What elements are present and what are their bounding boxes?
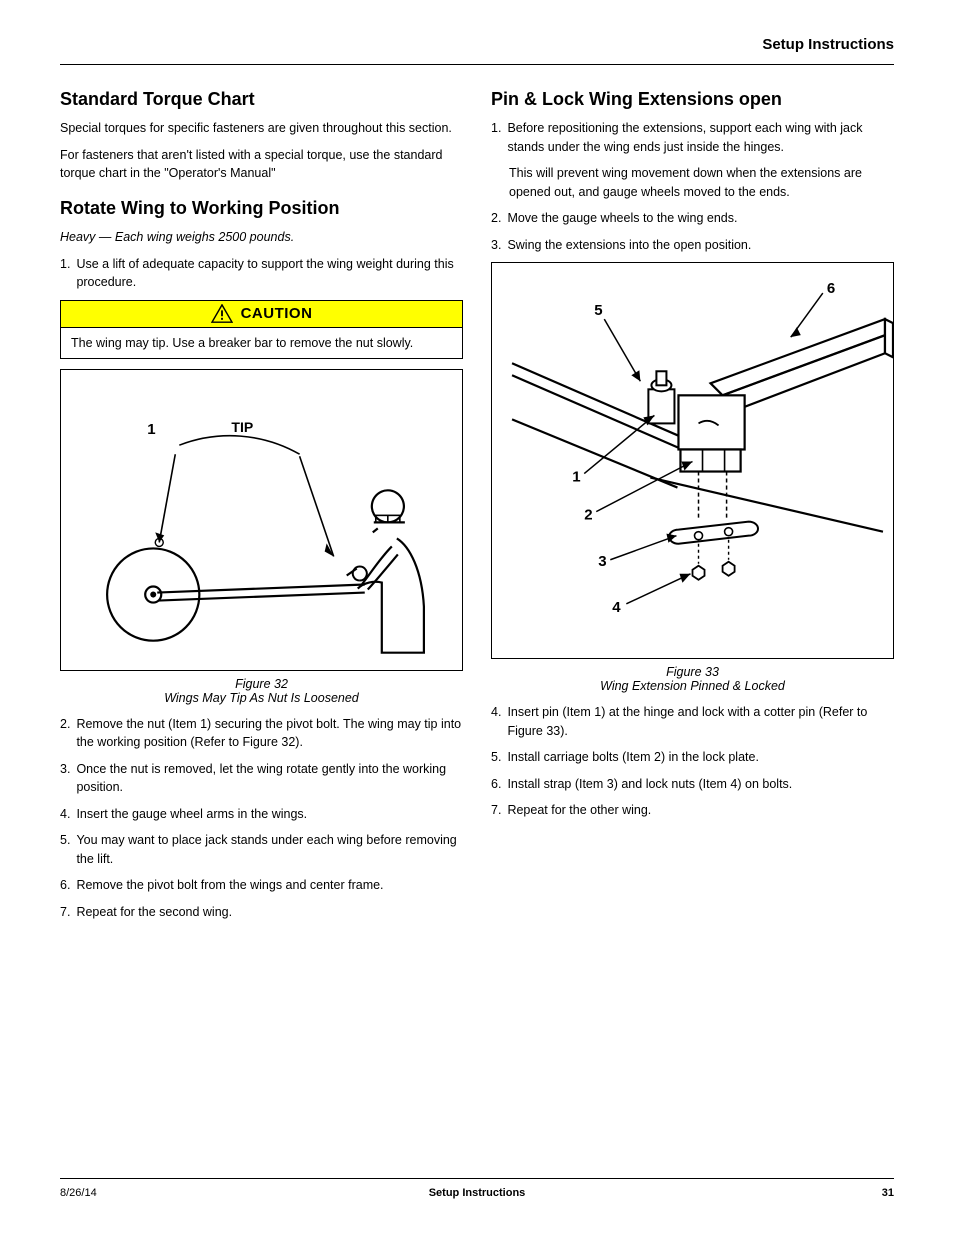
heavy-note: Heavy — Each wing weighs 2500 pounds.: [60, 228, 463, 247]
footer-rule: [60, 1178, 894, 1179]
right-step-3: 3. Swing the extensions into the open po…: [491, 236, 894, 255]
footer-page: 31: [882, 1187, 894, 1199]
right-step-4: 4. Insert pin (Item 1) at the hinge and …: [491, 703, 894, 740]
left-step-2: 2. Remove the nut (Item 1) securing the …: [60, 715, 463, 752]
figure-32: TIP 1: [60, 369, 463, 671]
fig33-label-6: 6: [827, 280, 835, 297]
step-num: 3.: [60, 760, 70, 797]
step-num: 1.: [60, 255, 70, 292]
step-1a: Before repositioning the extensions, sup…: [507, 121, 862, 154]
figure-33: 6 5 1 2 3: [491, 262, 894, 659]
step-text: Repeat for the other wing.: [507, 801, 651, 820]
step-text: Move the gauge wheels to the wing ends.: [507, 209, 737, 228]
right-step-1: 1. Before repositioning the extensions, …: [491, 119, 894, 156]
fig33-label-3: 3: [598, 553, 606, 570]
left-step-7: 7. Repeat for the second wing.: [60, 903, 463, 922]
fig32-sub: Wings May Tip As Nut Is Loosened: [164, 691, 359, 705]
fig33-label-5: 5: [594, 303, 602, 320]
footer-title: Setup Instructions: [0, 1187, 954, 1199]
step-num: 4.: [60, 805, 70, 824]
step-num: 7.: [491, 801, 501, 820]
fig33-label-1: 1: [572, 469, 580, 486]
fig33-sub: Wing Extension Pinned & Locked: [600, 679, 785, 693]
heading-torque-chart: Standard Torque Chart: [60, 88, 463, 111]
step-text: Install carriage bolts (Item 2) in the l…: [507, 748, 759, 767]
left-step-6: 6. Remove the pivot bolt from the wings …: [60, 876, 463, 895]
fig33-num: Figure 33: [666, 665, 719, 679]
step-text: Swing the extensions into the open posit…: [507, 236, 751, 255]
fig33-label-2: 2: [584, 507, 592, 524]
step-num: 5.: [491, 748, 501, 767]
left-step-5: 5. You may want to place jack stands und…: [60, 831, 463, 868]
step-num: 3.: [491, 236, 501, 255]
header-rule: [60, 64, 894, 65]
step-num: 4.: [491, 703, 501, 740]
heavy-note-text: Heavy — Each wing weighs 2500 pounds.: [60, 230, 294, 244]
left-column: Standard Torque Chart Special torques fo…: [60, 88, 463, 929]
heading-pin-lock: Pin & Lock Wing Extensions open: [491, 88, 894, 111]
fig33-label-4: 4: [612, 599, 621, 616]
right-column: Pin & Lock Wing Extensions open 1. Befor…: [491, 88, 894, 929]
fig32-num: Figure 32: [235, 677, 288, 691]
header-section: Setup Instructions: [762, 36, 894, 53]
caution-label: CAUTION: [241, 305, 313, 322]
fig32-tip-label: TIP: [231, 419, 253, 435]
torque-p1: Special torques for specific fasteners a…: [60, 119, 463, 138]
step-text: Install strap (Item 3) and lock nuts (It…: [507, 775, 792, 794]
step-num: 7.: [60, 903, 70, 922]
step-text: Insert the gauge wheel arms in the wings…: [76, 805, 307, 824]
step-text: Use a lift of adequate capacity to suppo…: [76, 255, 463, 292]
heading-rotate-wing: Rotate Wing to Working Position: [60, 197, 463, 220]
figure-32-caption: Figure 32 Wings May Tip As Nut Is Loosen…: [60, 677, 463, 705]
step-num: 5.: [60, 831, 70, 868]
right-step-7: 7. Repeat for the other wing.: [491, 801, 894, 820]
left-step-4: 4. Insert the gauge wheel arms in the wi…: [60, 805, 463, 824]
torque-p2: For fasteners that aren't listed with a …: [60, 146, 463, 183]
step-num: 6.: [60, 876, 70, 895]
right-step-2: 2. Move the gauge wheels to the wing end…: [491, 209, 894, 228]
step-num: 6.: [491, 775, 501, 794]
fig32-label-1: 1: [147, 421, 155, 438]
step-text: Once the nut is removed, let the wing ro…: [76, 760, 463, 797]
right-step-5: 5. Install carriage bolts (Item 2) in th…: [491, 748, 894, 767]
warning-triangle-icon: [211, 304, 233, 324]
left-step-1: 1. Use a lift of adequate capacity to su…: [60, 255, 463, 292]
caution-header: CAUTION: [61, 301, 462, 328]
step-num: 2.: [60, 715, 70, 752]
step-text: Remove the nut (Item 1) securing the piv…: [76, 715, 463, 752]
caution-body: The wing may tip. Use a breaker bar to r…: [61, 328, 462, 358]
step-num: 1.: [491, 119, 501, 156]
figure-33-caption: Figure 33 Wing Extension Pinned & Locked: [491, 665, 894, 693]
right-step-1b: This will prevent wing movement down whe…: [509, 164, 894, 201]
step-text: Remove the pivot bolt from the wings and…: [76, 876, 383, 895]
right-step-6: 6. Install strap (Item 3) and lock nuts …: [491, 775, 894, 794]
step-text: Repeat for the second wing.: [76, 903, 232, 922]
step-text: Before repositioning the extensions, sup…: [507, 119, 894, 156]
left-step-3: 3. Once the nut is removed, let the wing…: [60, 760, 463, 797]
step-text: Insert pin (Item 1) at the hinge and loc…: [507, 703, 894, 740]
step-num: 2.: [491, 209, 501, 228]
step-text: You may want to place jack stands under …: [76, 831, 463, 868]
caution-box: CAUTION The wing may tip. Use a breaker …: [60, 300, 463, 359]
